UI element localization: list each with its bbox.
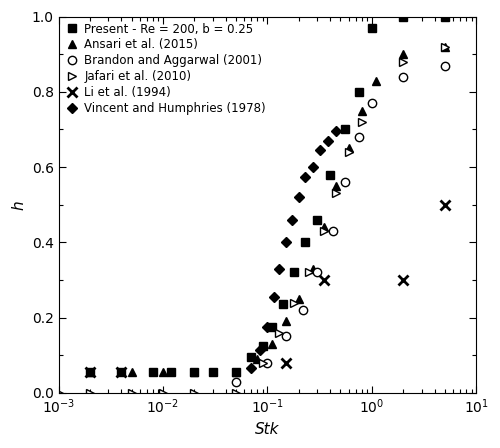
Ansari et al. (2015) <box>400 52 406 57</box>
Present - Re = 200, b = 0.25 <box>87 370 93 375</box>
Present - Re = 200, b = 0.25 <box>248 354 254 360</box>
Brandon and Aggarwal (2001) <box>400 74 406 79</box>
Ansari et al. (2015) <box>346 146 352 151</box>
Present - Re = 200, b = 0.25 <box>280 302 285 307</box>
Line: Vincent and Humphries (1978): Vincent and Humphries (1978) <box>248 128 339 372</box>
Jafari et al. (2010) <box>322 228 328 234</box>
Li et al. (1994) <box>87 370 93 375</box>
Present - Re = 200, b = 0.25 <box>400 14 406 19</box>
Present - Re = 200, b = 0.25 <box>442 14 448 19</box>
Ansari et al. (2015) <box>322 224 328 230</box>
Brandon and Aggarwal (2001) <box>264 360 270 366</box>
Present - Re = 200, b = 0.25 <box>210 370 216 375</box>
Line: Jafari et al. (2010): Jafari et al. (2010) <box>54 43 449 397</box>
Li et al. (1994) <box>400 277 406 283</box>
Ansari et al. (2015) <box>254 356 260 362</box>
Vincent and Humphries (1978) <box>264 324 270 330</box>
Jafari et al. (2010) <box>56 390 62 396</box>
Vincent and Humphries (1978) <box>325 138 331 143</box>
Vincent and Humphries (1978) <box>257 347 263 352</box>
Jafari et al. (2010) <box>400 59 406 65</box>
Jafari et al. (2010) <box>359 119 365 125</box>
Brandon and Aggarwal (2001) <box>330 228 336 234</box>
Li et al. (1994) <box>322 277 328 283</box>
Ansari et al. (2015) <box>87 370 93 375</box>
Jafari et al. (2010) <box>128 390 134 396</box>
Brandon and Aggarwal (2001) <box>356 134 362 140</box>
Ansari et al. (2015) <box>160 370 166 375</box>
Present - Re = 200, b = 0.25 <box>168 370 174 375</box>
Jafari et al. (2010) <box>332 191 338 196</box>
Vincent and Humphries (1978) <box>332 129 338 134</box>
Line: Brandon and Aggarwal (2001): Brandon and Aggarwal (2001) <box>232 61 449 386</box>
Brandon and Aggarwal (2001) <box>342 180 348 185</box>
Line: Present - Re = 200, b = 0.25: Present - Re = 200, b = 0.25 <box>86 13 449 376</box>
Present - Re = 200, b = 0.25 <box>192 370 198 375</box>
Ansari et al. (2015) <box>283 319 289 324</box>
Present - Re = 200, b = 0.25 <box>314 217 320 223</box>
Vincent and Humphries (1978) <box>271 294 277 300</box>
Jafari et al. (2010) <box>291 300 297 305</box>
Jafari et al. (2010) <box>306 270 312 275</box>
Jafari et al. (2010) <box>346 149 352 155</box>
Ansari et al. (2015) <box>128 370 134 375</box>
Ansari et al. (2015) <box>192 370 198 375</box>
Li et al. (1994) <box>118 370 124 375</box>
Ansari et al. (2015) <box>269 341 275 347</box>
Present - Re = 200, b = 0.25 <box>150 370 156 375</box>
Vincent and Humphries (1978) <box>283 240 289 245</box>
Line: Li et al. (1994): Li et al. (1994) <box>85 200 450 377</box>
Jafari et al. (2010) <box>160 390 166 396</box>
Li et al. (1994) <box>283 360 289 366</box>
Present - Re = 200, b = 0.25 <box>342 127 348 132</box>
Ansari et al. (2015) <box>233 370 239 375</box>
Ansari et al. (2015) <box>332 183 338 189</box>
Jafari et al. (2010) <box>442 44 448 49</box>
Present - Re = 200, b = 0.25 <box>260 343 266 349</box>
Brandon and Aggarwal (2001) <box>314 270 320 275</box>
Jafari et al. (2010) <box>276 330 282 336</box>
Present - Re = 200, b = 0.25 <box>291 270 297 275</box>
Ansari et al. (2015) <box>373 78 379 83</box>
Brandon and Aggarwal (2001) <box>233 379 239 384</box>
Vincent and Humphries (1978) <box>317 147 323 153</box>
Brandon and Aggarwal (2001) <box>283 334 289 339</box>
Legend: Present - Re = 200, b = 0.25, Ansari et al. (2015), Brandon and Aggarwal (2001),: Present - Re = 200, b = 0.25, Ansari et … <box>62 20 268 118</box>
Jafari et al. (2010) <box>87 390 93 396</box>
Vincent and Humphries (1978) <box>288 217 294 223</box>
Brandon and Aggarwal (2001) <box>442 63 448 68</box>
Present - Re = 200, b = 0.25 <box>233 370 239 375</box>
Brandon and Aggarwal (2001) <box>300 307 306 313</box>
Brandon and Aggarwal (2001) <box>369 100 375 106</box>
Jafari et al. (2010) <box>260 360 266 366</box>
X-axis label: Stk: Stk <box>255 422 280 437</box>
Present - Re = 200, b = 0.25 <box>369 25 375 30</box>
Present - Re = 200, b = 0.25 <box>328 172 334 177</box>
Present - Re = 200, b = 0.25 <box>269 324 275 330</box>
Line: Ansari et al. (2015): Ansari et al. (2015) <box>86 43 449 376</box>
Present - Re = 200, b = 0.25 <box>302 240 308 245</box>
Vincent and Humphries (1978) <box>248 366 254 371</box>
Vincent and Humphries (1978) <box>302 174 308 179</box>
Y-axis label: h: h <box>11 200 26 210</box>
Li et al. (1994) <box>442 202 448 207</box>
Vincent and Humphries (1978) <box>310 164 316 170</box>
Present - Re = 200, b = 0.25 <box>118 370 124 375</box>
Ansari et al. (2015) <box>310 266 316 271</box>
Jafari et al. (2010) <box>233 390 239 396</box>
Jafari et al. (2010) <box>192 390 198 396</box>
Vincent and Humphries (1978) <box>276 266 282 271</box>
Ansari et al. (2015) <box>359 108 365 113</box>
Present - Re = 200, b = 0.25 <box>356 89 362 95</box>
Ansari et al. (2015) <box>442 44 448 49</box>
Ansari et al. (2015) <box>296 296 302 302</box>
Vincent and Humphries (1978) <box>296 194 302 200</box>
